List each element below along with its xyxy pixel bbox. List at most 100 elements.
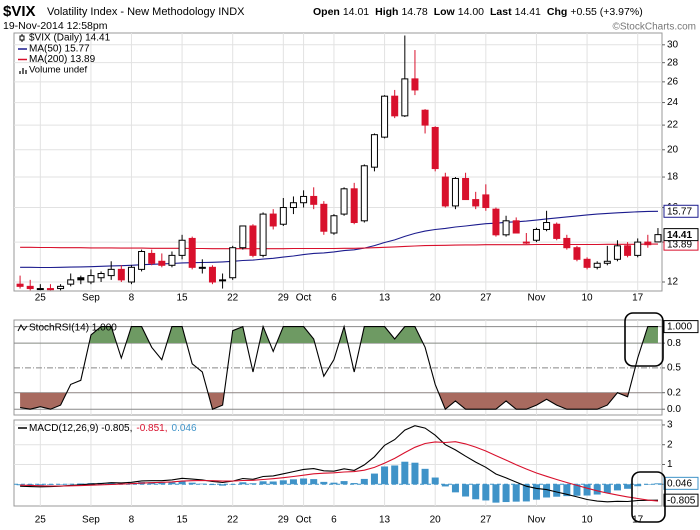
quote-label: Chg <box>547 6 567 18</box>
candle-body <box>148 252 156 264</box>
histogram-bar <box>644 484 652 485</box>
candle-body <box>482 194 490 209</box>
candle-body <box>158 260 166 266</box>
y-tick-label: 0.8 <box>667 338 681 349</box>
x-tick-label: 25 <box>35 293 47 304</box>
legend-label: -0.851, <box>136 423 167 434</box>
moving-average <box>20 243 658 250</box>
candle-body <box>330 215 338 234</box>
candle-body <box>16 283 24 287</box>
x-tick-label: 25 <box>35 515 47 526</box>
quote-label: Open <box>313 6 340 18</box>
candle-body <box>441 176 449 207</box>
value-box-label: 15.77 <box>667 206 692 217</box>
histogram-bar <box>370 473 378 485</box>
legend: MACD(12,26,9) -0.805, -0.851, 0.046 <box>29 423 197 434</box>
histogram-bar <box>107 482 115 485</box>
histogram-bar <box>462 484 470 497</box>
candle-body <box>644 241 652 246</box>
candle-body <box>198 266 206 269</box>
y-tick-label: 28 <box>667 57 679 68</box>
histogram-bar <box>178 481 186 485</box>
histogram-bar <box>16 484 24 486</box>
candle-body <box>320 203 328 232</box>
histogram-bar <box>340 481 348 485</box>
candle-body <box>26 285 34 290</box>
x-tick-label: 22 <box>227 293 239 304</box>
histogram-bar <box>77 483 85 485</box>
histogram-bar <box>330 482 338 485</box>
x-tick-label: Oct <box>296 515 312 526</box>
x-tick-label: 10 <box>582 293 594 304</box>
candle-body <box>613 245 621 260</box>
quote-label: Last <box>490 6 512 18</box>
legend-icon <box>22 68 24 74</box>
x-tick-label: 17 <box>632 515 644 526</box>
histogram-bar <box>654 483 662 485</box>
x-tick-label: 20 <box>430 293 442 304</box>
x-tick-label: 17 <box>632 293 644 304</box>
x-tick-label: 6 <box>331 515 337 526</box>
candle-body <box>289 202 297 209</box>
histogram-bar <box>350 483 358 485</box>
histogram-bar <box>563 484 571 497</box>
candle-body <box>411 78 419 91</box>
quote-label: High <box>375 6 398 18</box>
histogram-bar <box>451 484 459 493</box>
histogram-bar <box>320 481 328 485</box>
value-box <box>663 476 699 490</box>
candle-body <box>97 273 105 279</box>
histogram-bar <box>522 484 530 502</box>
panel-frame <box>13 32 663 292</box>
value-box-label: 14.41 <box>667 230 692 241</box>
candle-body <box>421 109 429 126</box>
legend-label: StochRSI(14) 1.000 <box>29 323 117 334</box>
histogram-bar <box>573 484 581 496</box>
candle-body <box>350 188 358 224</box>
candle-body <box>67 279 75 285</box>
candle-body <box>553 223 561 239</box>
value-box <box>663 320 699 334</box>
legend-label: MACD(12,26,9) -0.805, <box>29 423 132 434</box>
x-tick-label: Sep <box>82 515 100 526</box>
value-box-label: -0.805 <box>667 495 696 506</box>
histogram-bar <box>57 484 65 485</box>
instrument-name: Volatility Index - New Methodology INDX <box>47 6 245 18</box>
candle-body <box>310 195 318 205</box>
histogram-bar <box>593 484 601 495</box>
x-tick-label: 15 <box>177 293 189 304</box>
value-box <box>663 204 699 218</box>
x-tick-label: Oct <box>296 293 312 304</box>
value-box-label: 1.000 <box>667 322 692 333</box>
histogram-bar <box>532 484 540 500</box>
candle-body <box>391 95 399 117</box>
legend-label: MA(50) 15.77 <box>29 44 90 55</box>
y-tick-label: 2 <box>667 439 673 450</box>
histogram-bar <box>208 484 216 486</box>
candle-body <box>36 288 44 291</box>
candle-body <box>492 208 500 236</box>
x-tick-label: Nov <box>528 293 546 304</box>
quote-value: +0.55 (+3.97%) <box>570 6 642 18</box>
histogram-bar <box>279 480 287 485</box>
y-tick-label: 0.2 <box>667 387 681 398</box>
y-tick-label: 26 <box>667 76 679 87</box>
candle-body <box>46 288 54 291</box>
candle-body <box>168 254 176 266</box>
x-tick-label: 13 <box>379 515 391 526</box>
quote: Open 14.01 High 14.78 Low 14.00 Last 14.41 Chg +0… <box>313 6 643 18</box>
panels: 25Sep8152229Oct6132027Nov101712141618202… <box>13 32 699 526</box>
histogram-bar <box>472 484 480 500</box>
x-tick-label: 8 <box>129 293 135 304</box>
oversold-fill <box>20 392 658 410</box>
legend-icon <box>17 323 28 332</box>
candle-body <box>532 228 540 241</box>
x-tick-label: 22 <box>227 515 239 526</box>
value-box-label: 0.046 <box>667 478 692 489</box>
legend-icon <box>19 71 21 74</box>
candle-body <box>269 213 277 227</box>
histogram-bar <box>229 484 237 485</box>
histogram-bar <box>26 484 34 486</box>
candle-body <box>300 195 308 204</box>
